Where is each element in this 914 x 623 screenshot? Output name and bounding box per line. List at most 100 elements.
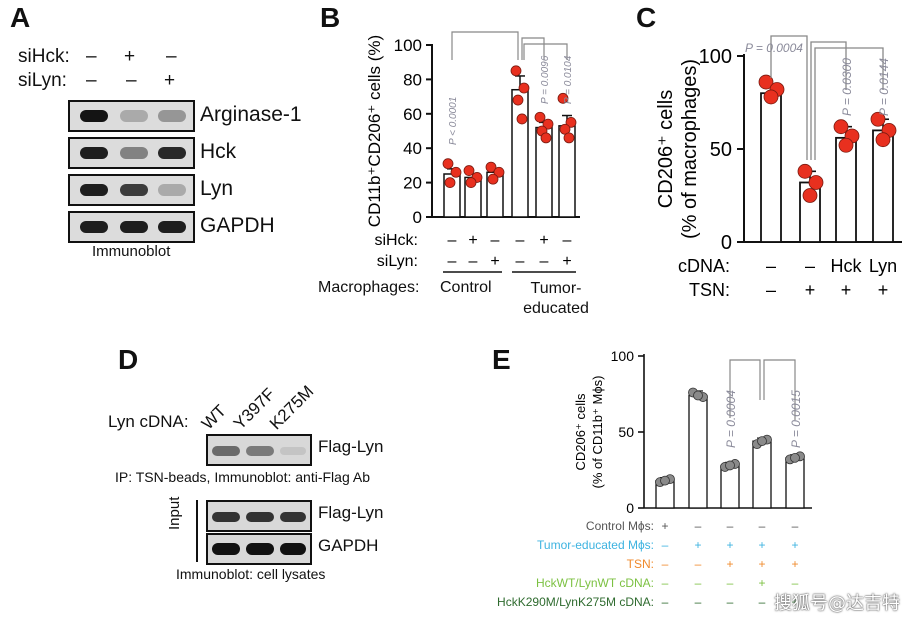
condition-row-mark: – — [695, 519, 702, 533]
data-point — [540, 132, 552, 144]
band — [212, 543, 240, 555]
row-mark: – — [516, 253, 525, 270]
y-tick-label: 60 — [403, 105, 422, 124]
data-point — [542, 118, 554, 130]
data-point — [510, 65, 522, 77]
y-tick-label: 50 — [618, 424, 634, 440]
blot-arginase1 — [68, 100, 195, 132]
band — [120, 110, 148, 122]
p-value-label: P < 0.0001 — [448, 97, 459, 145]
data-point — [790, 452, 800, 463]
condition-row-mark: – — [662, 576, 669, 590]
blot-label-gapdh: GAPDH — [200, 214, 275, 237]
panel-e-letter: E — [492, 344, 511, 375]
data-point — [442, 158, 454, 170]
significance-bracket — [729, 359, 761, 418]
significance-bracket — [521, 37, 545, 60]
band — [246, 446, 274, 456]
y-axis-label-line2: (% of CD11b⁺ Mϕs) — [590, 376, 605, 489]
significance-bracket — [770, 35, 808, 160]
condition-row-mark: + — [726, 538, 733, 552]
p-value-label: P = 0.0144 — [877, 58, 891, 116]
blot-label-ip-flag-lyn: Flag-Lyn — [318, 437, 384, 456]
condition-row-mark: – — [727, 576, 734, 590]
condition-row-mark: + — [661, 519, 668, 533]
condition-row-mark: – — [727, 595, 734, 609]
p-value-label: P = 0.0104 — [563, 55, 574, 104]
bar — [760, 92, 782, 243]
data-point — [757, 436, 767, 447]
bar — [688, 394, 708, 509]
panel-d-ip-caption: IP: TSN-beads, Immunoblot: anti-Flag Ab — [115, 469, 370, 485]
significance-bracket — [763, 359, 796, 420]
p-value-label: P = 0.0015 — [789, 390, 803, 448]
data-point — [516, 113, 528, 125]
panel-a-mark: + — [164, 70, 176, 91]
condition-row-label: Control Mϕs: — [586, 519, 654, 533]
condition-row-mark: + — [758, 538, 765, 552]
band — [80, 221, 108, 233]
bar — [835, 136, 857, 243]
blot-hck — [68, 137, 195, 169]
data-point — [465, 177, 477, 189]
data-point — [518, 82, 530, 94]
blot-label-arginase1: Arginase-1 — [200, 103, 302, 126]
significance-bracket — [814, 47, 884, 160]
row-mark: – — [540, 253, 549, 270]
condition-row-mark: – — [695, 557, 702, 571]
data-point — [557, 92, 569, 104]
row-mark: – — [516, 232, 525, 249]
data-point — [487, 173, 499, 185]
row-label-tsn: TSN: — [689, 280, 730, 300]
data-point — [808, 175, 824, 190]
data-point — [758, 74, 774, 90]
y-tick-label: 20 — [403, 174, 422, 193]
row-mark: – — [491, 232, 500, 249]
chart-c: 0 50 100 CD206⁺ cells (% of macrophages) P = … — [655, 35, 902, 300]
row-mark: + — [490, 253, 499, 270]
data-point — [693, 390, 703, 401]
condition-row-mark: + — [694, 538, 701, 552]
panel-d-lane-wt: WT — [197, 401, 230, 434]
panel-b-macrophages-label: Macrophages: — [318, 279, 420, 296]
blot-gapdh — [68, 211, 195, 243]
band — [80, 110, 108, 122]
significance-bracket — [523, 43, 568, 60]
chart-e: 0 50 100 CD206⁺ cells (% of CD11b⁺ Mϕs) P = 0… — [497, 348, 812, 609]
condition-row-mark: + — [791, 557, 798, 571]
row-mark: – — [805, 256, 815, 276]
data-point — [565, 117, 577, 128]
significance-bracket — [451, 31, 519, 60]
band — [280, 447, 306, 455]
condition-row-mark: – — [695, 595, 702, 609]
blot-label-input-gapdh: GAPDH — [318, 536, 379, 555]
data-point — [870, 111, 886, 127]
row-mark: + — [878, 280, 889, 300]
condition-row-label: HckK290M/LynK275M cDNA: — [497, 595, 654, 609]
panel-d-letter: D — [118, 344, 139, 375]
condition-row-mark: + — [791, 538, 798, 552]
row-mark: Lyn — [869, 256, 897, 276]
row-mark: – — [469, 253, 478, 270]
blot-label-hck: Hck — [200, 140, 237, 163]
panel-d-caption: Immunoblot: cell lysates — [176, 566, 326, 582]
condition-row-mark: – — [662, 595, 669, 609]
panel-d-cdna-label: Lyn cDNA: — [108, 412, 189, 431]
row-label-sihck: siHck: — [374, 232, 418, 249]
y-tick-label: 0 — [626, 500, 634, 516]
bar — [752, 440, 772, 509]
data-point — [725, 460, 735, 471]
significance-bracket — [810, 41, 847, 160]
bar — [720, 464, 740, 509]
data-point — [833, 119, 849, 135]
panel-a-letter: A — [10, 2, 31, 33]
data-point — [463, 165, 475, 176]
row-mark: – — [448, 232, 457, 249]
row-label-silyn: siLyn: — [377, 253, 418, 270]
condition-row-mark: – — [662, 538, 669, 552]
data-point — [763, 89, 779, 105]
condition-row-mark: – — [792, 519, 799, 533]
panel-c-letter: C — [636, 2, 657, 33]
row-mark: – — [448, 253, 457, 270]
y-tick-label: 0 — [721, 232, 732, 254]
